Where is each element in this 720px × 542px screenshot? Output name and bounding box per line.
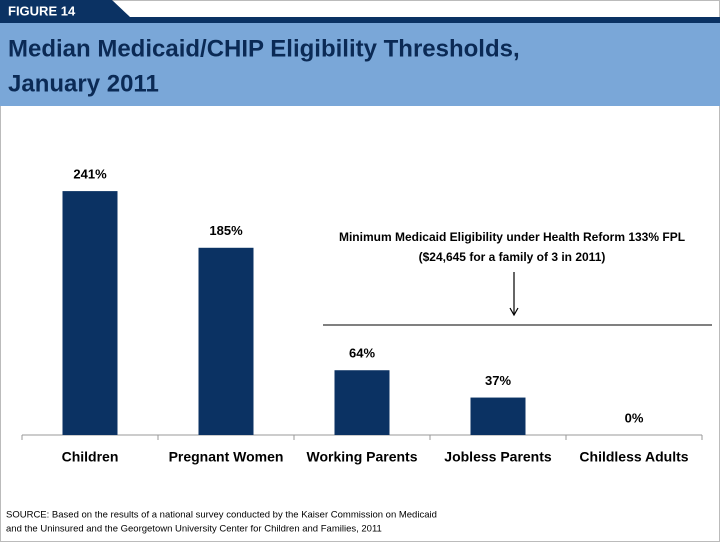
title-band — [0, 22, 720, 106]
bar — [198, 247, 254, 435]
source: and the Uninsured and the Georgetown Uni… — [6, 524, 382, 535]
x-tick-label: Pregnant Women — [169, 449, 284, 465]
x-tick-label: Children — [62, 449, 119, 465]
annotation: Minimum Medicaid Eligibility under Healt… — [339, 230, 685, 244]
value-label: 241% — [73, 167, 107, 182]
bar — [334, 370, 390, 435]
bar — [62, 191, 118, 435]
title-rule — [0, 17, 720, 23]
source: SOURCE: Based on the results of a nation… — [6, 510, 437, 521]
arrow-head — [509, 307, 519, 317]
value-label: 64% — [349, 346, 375, 361]
figure-label: FIGURE 14 — [8, 3, 76, 18]
value-label: 37% — [485, 373, 511, 388]
bar — [470, 397, 526, 435]
x-tick-label: Working Parents — [307, 449, 418, 465]
value-label: 0% — [625, 410, 644, 425]
x-tick-label: Childless Adults — [579, 449, 688, 465]
x-tick-label: Jobless Parents — [444, 449, 552, 465]
annotation: ($24,645 for a family of 3 in 2011) — [419, 250, 606, 264]
chart-title: January 2011 — [8, 70, 159, 97]
value-label: 185% — [209, 223, 243, 238]
figure-tab — [0, 0, 130, 17]
chart-title: Median Medicaid/CHIP Eligibility Thresho… — [8, 35, 520, 62]
